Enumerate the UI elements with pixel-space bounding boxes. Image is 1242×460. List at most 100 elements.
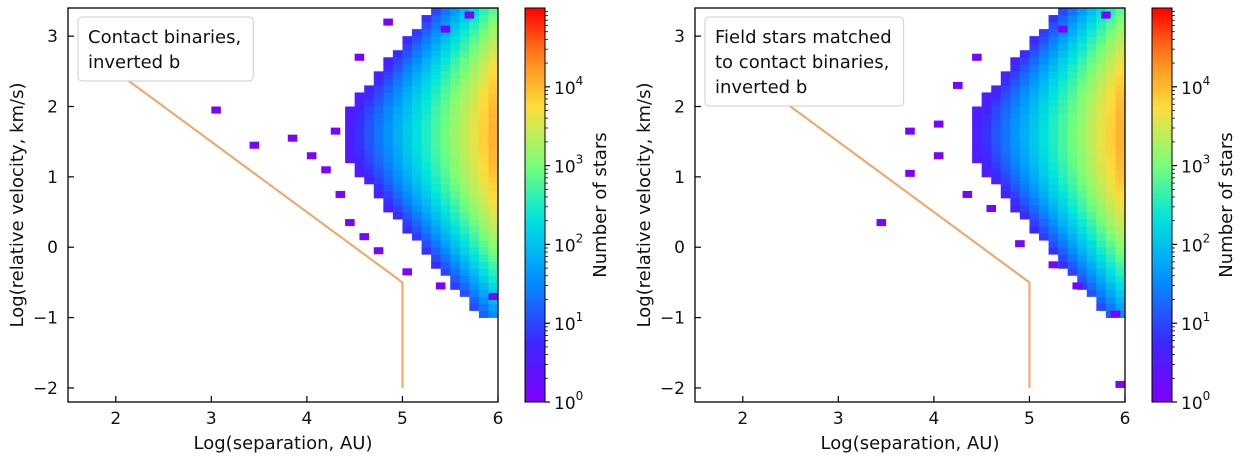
heatmap-cell [1029, 71, 1040, 79]
heatmap-cell [1077, 155, 1088, 164]
heatmap-cell [1058, 141, 1069, 150]
heatmap-cell [364, 141, 375, 150]
heatmap-cell [488, 176, 498, 185]
heatmap-cell [1115, 247, 1125, 255]
heatmap-cell [1096, 15, 1107, 23]
heatmap-cell [373, 85, 384, 93]
heatmap-cell [1010, 57, 1021, 65]
heatmap-cell [1067, 134, 1078, 143]
heatmap-cell [1067, 219, 1078, 227]
heatmap-cell [431, 247, 442, 255]
heatmap-cell [1077, 85, 1088, 93]
heatmap-cell [1115, 219, 1125, 227]
heatmap-cell [431, 148, 442, 157]
heatmap-cell [972, 141, 983, 150]
heatmap-cell [1010, 197, 1021, 206]
heatmap-cell [478, 99, 489, 107]
heatmap-cell [1105, 29, 1116, 37]
heatmap-cell [1086, 134, 1097, 143]
heatmap-cell [1058, 190, 1069, 199]
heatmap-cell [412, 226, 422, 234]
heatmap-cell [431, 212, 442, 220]
heatmap-cell [450, 162, 461, 171]
heatmap-cell [469, 113, 480, 121]
heatmap-cell [450, 261, 461, 269]
heatmap-cell [1096, 212, 1107, 220]
heatmap-cell [459, 247, 470, 255]
x-tick-label: 5 [1024, 409, 1035, 429]
heatmap-cell [1019, 212, 1030, 220]
plot-frame [67, 7, 499, 403]
heatmap-cell [1115, 113, 1125, 121]
heatmap-cell [469, 233, 480, 241]
heatmap-cell [383, 71, 394, 79]
heatmap-cell [450, 127, 461, 136]
heatmap-cell [431, 78, 442, 86]
heatmap-cell [1000, 169, 1011, 178]
heatmap-cell [488, 247, 498, 255]
heatmap-cell [469, 162, 480, 171]
heatmap-cell [1010, 106, 1021, 114]
x-tick-label: 6 [1120, 409, 1131, 429]
heatmap-cell [478, 29, 489, 37]
heatmap-cell [478, 92, 489, 100]
heatmap-outlier-cell [249, 141, 260, 149]
heatmap-cell [421, 106, 432, 114]
threshold-line [115, 70, 404, 388]
heatmap-cell [402, 141, 413, 150]
heatmap-cell [431, 29, 442, 37]
heatmap-cell [1105, 120, 1116, 129]
colorbar-tick-label: 103 [1181, 153, 1210, 178]
heatmap-cell [459, 22, 470, 30]
legend-text-line: to contact binaries, [715, 52, 889, 73]
heatmap-cell [1058, 57, 1069, 65]
heatmap-cell [1010, 162, 1021, 171]
heatmap-cell [1039, 205, 1049, 213]
heatmap-cell [1000, 127, 1011, 136]
heatmap-cell [383, 120, 394, 129]
heatmap-cell [1048, 29, 1059, 37]
heatmap-cell [459, 43, 470, 51]
heatmap-cell [431, 113, 442, 121]
heatmap-cell [478, 205, 489, 213]
heatmap-cell [1067, 212, 1078, 220]
heatmap-cell [1115, 289, 1125, 297]
heatmap-cell [1077, 8, 1088, 16]
heatmap-cell [459, 71, 470, 79]
heatmap-cell [1019, 134, 1030, 143]
heatmap-cell [431, 205, 442, 213]
heatmap-cell [1067, 71, 1078, 79]
heatmap-cell [1019, 176, 1030, 185]
heatmap-cell [459, 64, 470, 72]
heatmap-cell [440, 85, 451, 93]
heatmap-cell [1086, 29, 1097, 37]
heatmap-cell [1077, 190, 1088, 199]
heatmap-cell [392, 190, 403, 199]
heatmap-cell [1039, 233, 1049, 241]
heatmap-cell [1105, 134, 1116, 143]
heatmap-cell [431, 64, 442, 72]
heatmap-cell [459, 120, 470, 129]
heatmap-cell [1077, 71, 1088, 79]
heatmap-cell [469, 50, 480, 58]
heatmap-cell [1077, 275, 1088, 283]
heatmap-cell [459, 85, 470, 93]
heatmap-cell [459, 50, 470, 58]
heatmap-cell [412, 29, 422, 37]
heatmap-cell [1096, 64, 1107, 72]
heatmap-cell [459, 29, 470, 37]
heatmap-cell [981, 169, 992, 178]
heatmap-outlier-cell [440, 25, 451, 33]
heatmap-cell [1105, 113, 1116, 121]
heatmap-cell [392, 106, 403, 114]
heatmap-cell [1105, 254, 1116, 262]
heatmap-cell [364, 155, 375, 164]
heatmap-cell [478, 240, 489, 248]
heatmap-cell [459, 176, 470, 185]
heatmap-cell [440, 197, 451, 206]
heatmap-cell [478, 8, 489, 16]
colorbar-tick-label: 101 [1181, 310, 1210, 335]
heatmap-cell [450, 155, 461, 164]
heatmap-cell [373, 190, 384, 199]
heatmap-cell [478, 303, 489, 311]
